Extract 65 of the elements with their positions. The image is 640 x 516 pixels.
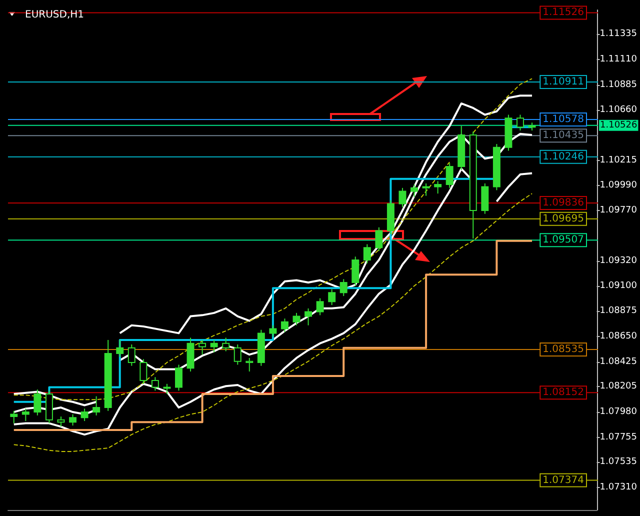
candlestick	[516, 114, 524, 131]
candlestick	[57, 416, 65, 428]
candlestick	[151, 376, 159, 392]
candlestick	[269, 324, 277, 338]
candlestick	[375, 226, 383, 252]
y-tick-label: 1.07755	[600, 432, 637, 442]
candlestick	[481, 182, 489, 214]
ref-line-label: 1.10526	[600, 120, 638, 130]
candlestick	[198, 339, 206, 356]
candlestick	[304, 308, 312, 326]
y-tick-label: 1.07535	[600, 457, 637, 468]
candlestick	[22, 408, 30, 422]
candlestick	[280, 318, 288, 333]
candlestick	[210, 339, 218, 353]
y-tick-label: 1.10660	[600, 105, 638, 116]
ref-line-label: 1.09695	[542, 213, 584, 224]
y-tick-label: 1.08425	[600, 356, 637, 367]
y-tick-label: 1.08205	[600, 382, 637, 392]
candlestick	[316, 298, 324, 316]
candlestick	[34, 389, 42, 416]
ref-line-label: 1.10578	[542, 114, 584, 125]
candlestick	[422, 182, 430, 196]
candlestick	[116, 339, 124, 358]
candlestick	[363, 244, 371, 264]
candlestick	[398, 187, 406, 208]
ref-line-label: 1.08152	[542, 387, 584, 398]
y-tick-label: 1.09320	[600, 256, 638, 266]
y-tick-label: 1.11110	[600, 54, 638, 65]
candlestick	[234, 344, 242, 366]
chart-title: EURUSD,H1	[25, 10, 84, 20]
candlestick	[140, 358, 148, 384]
candlestick	[328, 288, 336, 306]
y-tick-label: 1.10215	[600, 155, 637, 166]
candlestick	[410, 184, 418, 198]
ref-line-label: 1.08535	[542, 344, 584, 356]
y-tick-label: 1.10885	[600, 80, 637, 90]
candlestick	[80, 408, 88, 422]
y-tick-label: 1.09770	[600, 205, 638, 216]
ref-line-label: 1.10246	[542, 151, 584, 162]
candlestick	[92, 396, 100, 416]
ref-line-label: 1.09836	[542, 198, 584, 209]
ref-line-label: 1.09507	[542, 234, 584, 246]
y-tick-label: 1.07980	[600, 407, 638, 418]
candlestick	[434, 180, 442, 194]
candlestick	[352, 256, 360, 286]
y-tick-label: 1.09990	[600, 180, 638, 191]
y-tick-label: 1.08650	[600, 332, 638, 342]
candlestick	[246, 357, 254, 372]
ref-line-label: 1.10911	[542, 76, 584, 88]
y-tick-label: 1.08875	[600, 306, 637, 316]
candlestick	[175, 364, 182, 392]
candlestick	[128, 344, 136, 366]
candlestick	[292, 312, 300, 326]
candlestick	[340, 278, 348, 297]
y-tick-label: 1.09100	[600, 280, 638, 291]
ref-line-label: 1.10435	[542, 130, 584, 142]
y-tick-label: 1.07310	[600, 482, 638, 492]
y-tick-label: 1.11335	[600, 29, 637, 40]
candlestick	[10, 410, 18, 424]
candlestick	[163, 383, 171, 395]
candlestick	[222, 337, 230, 352]
candlestick	[69, 414, 77, 426]
ref-line-label: 1.07374	[542, 474, 584, 486]
ref-line-label: 1.11526	[542, 7, 584, 18]
candlestick	[446, 162, 454, 188]
